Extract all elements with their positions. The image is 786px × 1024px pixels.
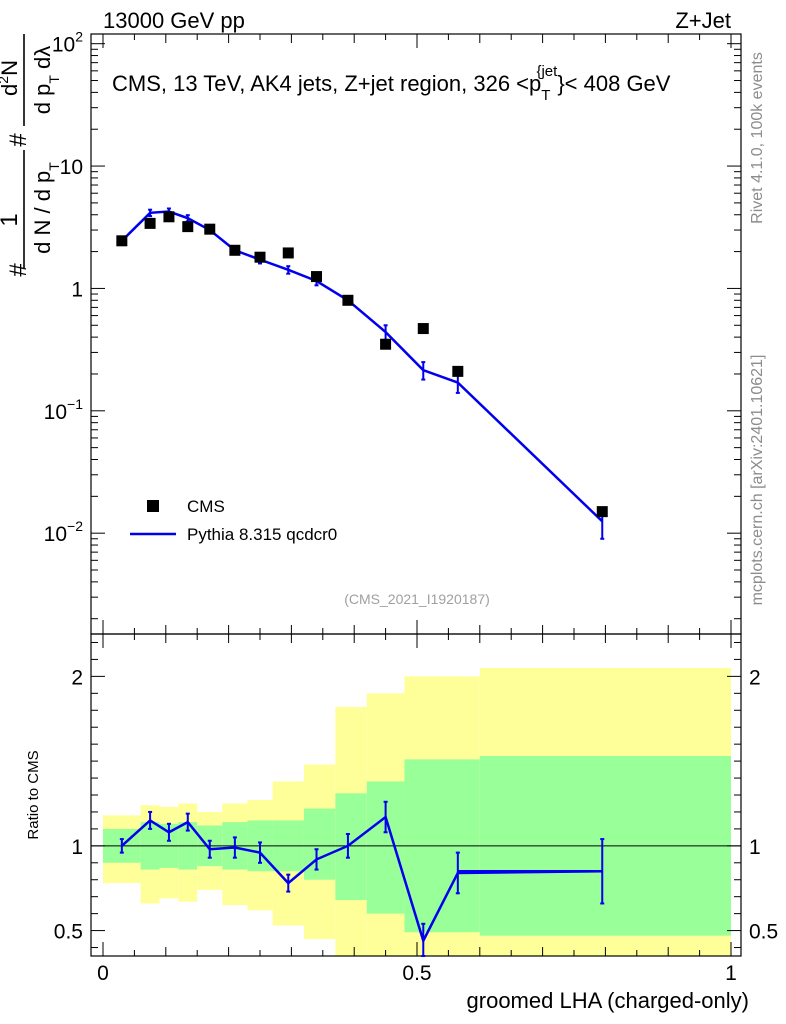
x-axis-label: groomed LHA (charged-only) <box>467 988 749 1013</box>
cms-marker <box>254 251 266 263</box>
svg-text:#: # <box>5 263 32 277</box>
upper-ytick-label: 102 <box>52 29 83 57</box>
cms-marker <box>452 365 464 377</box>
svg-text:#: # <box>5 133 32 147</box>
legend-marker-cms <box>147 500 159 512</box>
cms-marker <box>163 211 175 223</box>
analysis-watermark: (CMS_2021_I1920187) <box>344 591 490 607</box>
legend: CMS Pythia 8.315 qcdcr0 <box>130 497 337 544</box>
header-right: Z+Jet <box>675 8 731 33</box>
cms-marker <box>342 294 354 306</box>
cms-marker <box>282 247 294 259</box>
ratio-data <box>119 800 605 957</box>
ratio-band-green <box>303 808 336 880</box>
cms-marker <box>144 217 156 229</box>
svg-text:d N / d pT: d N / d pT <box>30 162 62 254</box>
upper-ytick-label: 1 <box>71 278 83 301</box>
cms-marker <box>116 235 128 247</box>
ratio-ytick-label-left: 2 <box>71 666 83 689</box>
rivet-label: Rivet 4.1.0, 100k events <box>749 52 766 224</box>
upper-ytick-label: 10−1 <box>44 396 84 424</box>
upper-ytick-label: 10 <box>60 156 83 179</box>
cms-marker <box>596 506 608 518</box>
mcplots-label: mcplots.cern.ch [arXiv:2401.10621] <box>749 355 766 606</box>
xtick-label: 1 <box>725 962 737 985</box>
upper-data <box>116 207 608 540</box>
upper-frame <box>90 33 742 635</box>
upper-ylabel: # 1 d N / d pT # d2N d pT dλ <box>0 34 62 277</box>
legend-label-pythia: Pythia 8.315 qcdcr0 <box>187 525 337 544</box>
legend-label-cms: CMS <box>187 497 225 516</box>
cms-marker <box>229 244 241 256</box>
cms-marker <box>311 271 323 283</box>
lower-axes: 2 2 1 1 0.5 0.5 0 0.5 1 <box>54 633 778 985</box>
xtick-label: 0 <box>97 962 109 985</box>
cms-marker <box>204 223 216 235</box>
ratio-line <box>121 814 603 945</box>
svg-text:1: 1 <box>0 213 23 226</box>
plot-title: CMS, 13 TeV, AK4 jets, Z+jet region, 326… <box>112 63 671 104</box>
ratio-uncertainty-bands <box>103 667 731 956</box>
svg-text:d pT dλ: d pT dλ <box>30 46 62 115</box>
ratio-ylabel: Ratio to CMS <box>25 750 42 839</box>
cms-marker <box>380 338 392 350</box>
svg-text:d2N: d2N <box>0 60 22 96</box>
ratio-ytick-label-right: 2 <box>749 666 761 689</box>
upper-axes: 102 10 1 10−1 10−2 <box>44 29 742 635</box>
header-left: 13000 GeV pp <box>103 8 245 33</box>
ratio-ytick-label-left: 0.5 <box>54 921 83 944</box>
upper-ytick-label: 10−2 <box>44 518 84 546</box>
ratio-ytick-label-right: 1 <box>749 836 761 859</box>
ratio-ytick-label-left: 1 <box>71 836 83 859</box>
cms-marker <box>182 221 194 233</box>
xtick-label: 0.5 <box>402 962 431 985</box>
pythia-line <box>120 210 604 523</box>
ratio-ytick-label-right: 0.5 <box>749 921 778 944</box>
ratio-band-green <box>335 793 367 901</box>
cms-marker <box>417 323 429 335</box>
